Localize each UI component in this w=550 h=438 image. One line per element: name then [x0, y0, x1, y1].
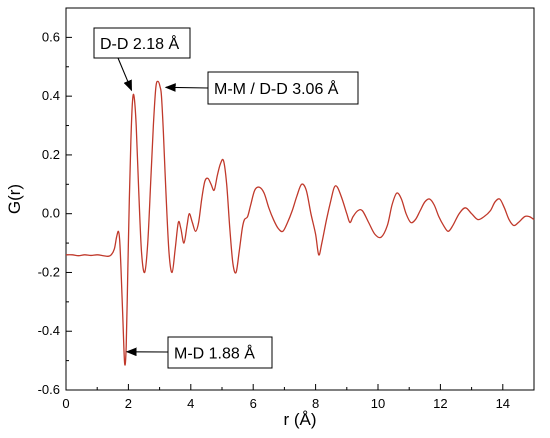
x-tick-label: 8: [312, 396, 319, 411]
y-tick-label: -0.2: [38, 264, 60, 279]
x-tick-label: 6: [250, 396, 257, 411]
annotations-layer: D-D 2.18 Å M-M / D-D 3.06 Å M-D 1.88 Å: [94, 28, 358, 368]
series-layer: [66, 81, 534, 365]
annotation-text: D-D 2.18 Å: [100, 34, 179, 53]
x-tick-label: 4: [187, 396, 194, 411]
annotation-text: M-M / D-D 3.06 Å: [214, 79, 339, 98]
y-tick-label: -0.6: [38, 382, 60, 397]
y-tick-label: 0.4: [42, 88, 60, 103]
plot-frame: [66, 8, 534, 390]
series-line: [66, 81, 534, 365]
annotation-md-188: M-D 1.88 Å: [127, 337, 272, 368]
annotation-dd-218: D-D 2.18 Å: [94, 28, 190, 90]
y-tick-label: 0.0: [42, 206, 60, 221]
y-tick-label: -0.4: [38, 323, 60, 338]
annotation-arrow: [118, 58, 132, 90]
x-axis-label: r (Å): [283, 410, 316, 429]
x-tick-label: 0: [62, 396, 69, 411]
annotation-text: M-D 1.88 Å: [174, 344, 255, 363]
x-tick-label: 10: [371, 396, 385, 411]
y-tick-label: 0.2: [42, 147, 60, 162]
annotation-mm-dd-306: M-M / D-D 3.06 Å: [166, 72, 358, 104]
annotation-arrow: [166, 87, 208, 88]
x-tick-label: 2: [125, 396, 132, 411]
plot-frame-layer: [66, 8, 534, 390]
x-tick-label: 12: [433, 396, 447, 411]
y-axis-label: G(r): [5, 184, 24, 214]
x-tick-label: 14: [496, 396, 510, 411]
y-tick-label: 0.6: [42, 29, 60, 44]
